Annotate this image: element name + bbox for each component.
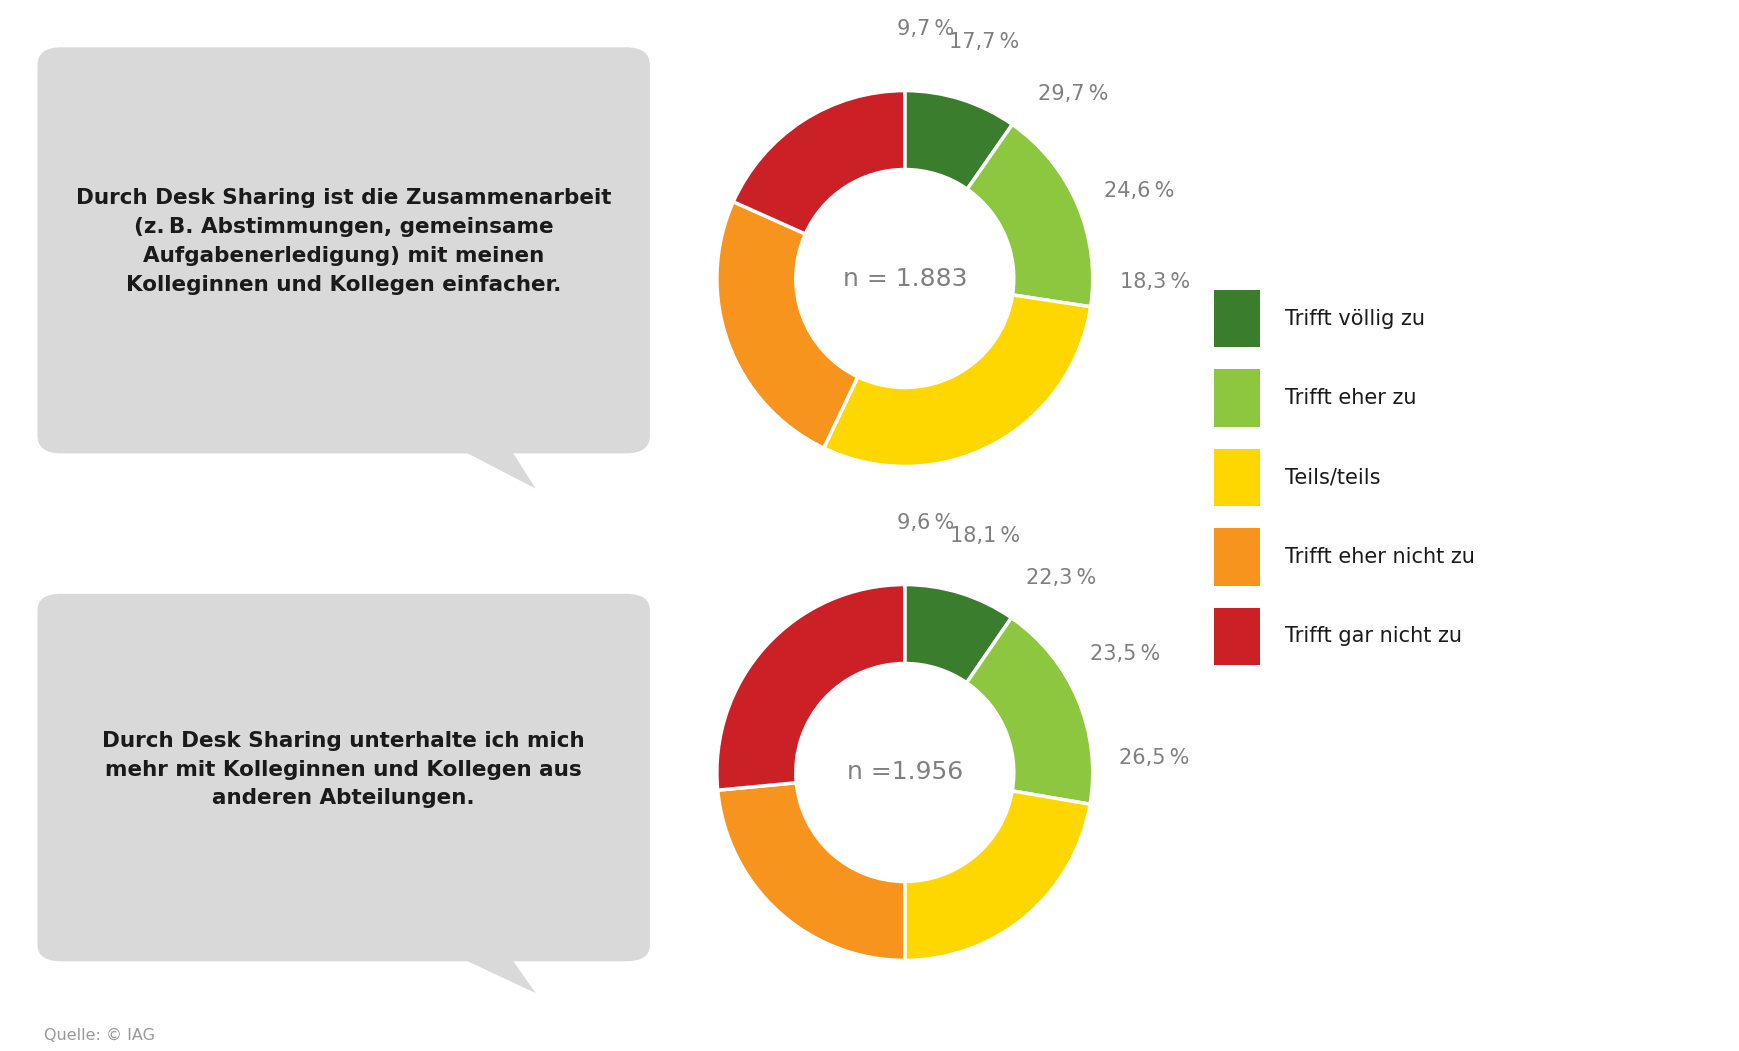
Wedge shape xyxy=(732,90,904,234)
Text: 23,5 %: 23,5 % xyxy=(1089,644,1160,664)
Wedge shape xyxy=(904,584,1010,683)
FancyBboxPatch shape xyxy=(38,47,649,453)
Text: Quelle: © IAG: Quelle: © IAG xyxy=(43,1028,155,1043)
FancyBboxPatch shape xyxy=(1214,369,1259,427)
Text: Trifft eher zu: Trifft eher zu xyxy=(1283,388,1416,408)
FancyBboxPatch shape xyxy=(1214,607,1259,665)
Text: 26,5 %: 26,5 % xyxy=(1118,748,1189,768)
Text: 9,6 %: 9,6 % xyxy=(897,514,953,534)
FancyBboxPatch shape xyxy=(1214,290,1259,347)
Wedge shape xyxy=(716,584,904,790)
Wedge shape xyxy=(967,124,1092,307)
Text: n = 1.883: n = 1.883 xyxy=(842,267,967,290)
Text: Trifft eher nicht zu: Trifft eher nicht zu xyxy=(1283,547,1475,566)
Text: 18,1 %: 18,1 % xyxy=(949,526,1019,545)
Text: 9,7 %: 9,7 % xyxy=(897,20,955,40)
Text: 17,7 %: 17,7 % xyxy=(949,32,1019,51)
Text: n =1.956: n =1.956 xyxy=(847,761,962,784)
Text: Trifft gar nicht zu: Trifft gar nicht zu xyxy=(1283,626,1461,646)
Text: 18,3 %: 18,3 % xyxy=(1118,272,1189,292)
Wedge shape xyxy=(904,90,1012,189)
Wedge shape xyxy=(823,295,1090,467)
Wedge shape xyxy=(716,202,857,448)
Text: Durch Desk Sharing unterhalte ich mich
mehr mit Kolleginnen und Kollegen aus
and: Durch Desk Sharing unterhalte ich mich m… xyxy=(103,730,584,808)
Wedge shape xyxy=(967,618,1092,804)
Text: 22,3 %: 22,3 % xyxy=(1026,568,1096,588)
Text: Trifft völlig zu: Trifft völlig zu xyxy=(1283,309,1424,329)
Wedge shape xyxy=(716,783,904,961)
Polygon shape xyxy=(433,423,536,489)
FancyBboxPatch shape xyxy=(1214,529,1259,585)
Text: 29,7 %: 29,7 % xyxy=(1036,83,1108,103)
FancyBboxPatch shape xyxy=(1214,449,1259,507)
Wedge shape xyxy=(904,791,1089,961)
Polygon shape xyxy=(433,933,536,993)
Text: Teils/teils: Teils/teils xyxy=(1283,468,1379,488)
Text: Durch Desk Sharing ist die Zusammenarbeit
(z. B. Abstimmungen, gemeinsame
Aufgab: Durch Desk Sharing ist die Zusammenarbei… xyxy=(77,188,610,294)
FancyBboxPatch shape xyxy=(38,594,649,962)
Text: 24,6 %: 24,6 % xyxy=(1103,181,1174,201)
